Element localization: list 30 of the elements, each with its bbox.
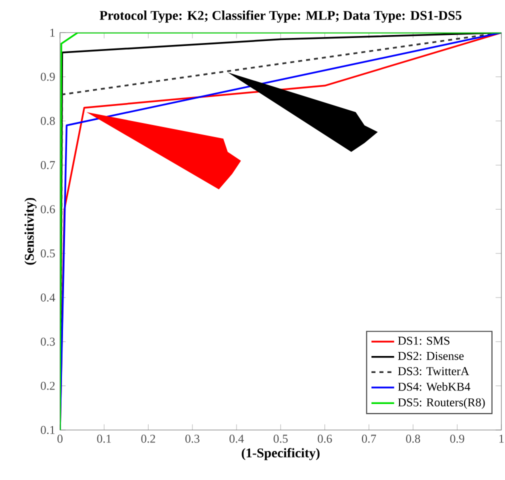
y-tick-label: 0.7 — [40, 161, 55, 170]
line-series — [60, 32, 502, 430]
y-tick-label: 0.4 — [40, 293, 56, 302]
x-tick-label: 0.2 — [141, 434, 156, 443]
x-tick-label: 1 — [499, 434, 504, 443]
x-tick-label: 0.9 — [450, 434, 464, 443]
x-tick-label: 0.4 — [230, 434, 244, 443]
chart-title: Protocol Type: K2; Classifier Type: MLP; Data Type: DS1-DS5 — [100, 10, 462, 23]
legend-label: DS3: TwitterA — [398, 367, 470, 376]
x-tick-label: 0.5 — [274, 434, 288, 443]
y-tick-label: 0.2 — [40, 382, 55, 390]
y-axis-title: (Sensitivity) — [24, 198, 37, 265]
x-tick-label: 0.8 — [406, 434, 420, 443]
y-tick-label: 0.9 — [40, 72, 55, 81]
y-tick-label: 0.3 — [40, 338, 55, 346]
legend-label: DS1: SMS — [398, 336, 450, 345]
x-axis-title: (1-Specificity) — [242, 448, 320, 460]
y-tick-label: 0.1 — [40, 426, 55, 434]
y-tick-label: 0.6 — [40, 205, 55, 214]
x-tick-label: 0.6 — [318, 434, 332, 443]
legend-label: DS5: Routers(R8) — [398, 398, 485, 409]
x-tick-label: 0.7 — [362, 434, 376, 443]
x-tick-label: 0 — [57, 434, 63, 443]
legend-label: DS4: WebKB4 — [398, 382, 470, 391]
y-tick-label: 0.5 — [40, 249, 55, 258]
y-tick-label: 1 — [50, 28, 55, 37]
legend-label: DS2: Disense — [398, 352, 464, 360]
x-tick-label: 0.3 — [185, 434, 200, 443]
x-tick-label: 0.1 — [97, 434, 111, 443]
y-tick-label: 0.8 — [40, 116, 55, 126]
